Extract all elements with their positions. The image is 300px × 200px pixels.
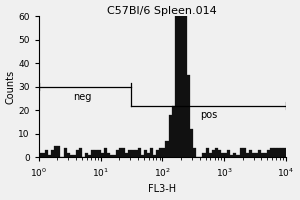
Bar — [206, 148, 209, 157]
Bar — [153, 155, 156, 157]
Bar — [283, 148, 286, 157]
Bar — [107, 153, 110, 157]
Bar — [261, 153, 264, 157]
Bar — [218, 150, 221, 157]
Bar — [110, 155, 113, 157]
Bar — [165, 141, 169, 157]
Bar — [249, 150, 252, 157]
Bar — [91, 150, 94, 157]
Bar — [227, 150, 230, 157]
Bar — [144, 150, 147, 157]
Bar — [156, 150, 159, 157]
Bar — [215, 148, 218, 157]
Bar — [209, 153, 212, 157]
Bar — [76, 150, 79, 157]
Bar — [159, 148, 162, 157]
X-axis label: FL3-H: FL3-H — [148, 184, 176, 194]
Bar — [135, 150, 138, 157]
Bar — [57, 146, 61, 157]
Bar — [39, 153, 42, 157]
Bar — [258, 150, 261, 157]
Bar — [184, 0, 187, 157]
Bar — [264, 153, 267, 157]
Bar — [277, 148, 280, 157]
Bar — [236, 155, 239, 157]
Bar — [150, 148, 153, 157]
Bar — [51, 150, 54, 157]
Bar — [169, 115, 172, 157]
Bar — [113, 155, 116, 157]
Bar — [172, 106, 175, 157]
Bar — [239, 148, 243, 157]
Bar — [131, 150, 135, 157]
Bar — [79, 148, 82, 157]
Bar — [187, 75, 190, 157]
Bar — [42, 153, 45, 157]
Bar — [122, 148, 125, 157]
Bar — [181, 0, 184, 157]
Bar — [202, 153, 206, 157]
Bar — [270, 148, 274, 157]
Bar — [125, 153, 128, 157]
Bar — [119, 148, 122, 157]
Bar — [48, 155, 51, 157]
Bar — [73, 155, 76, 157]
Bar — [274, 148, 277, 157]
Bar — [221, 153, 224, 157]
Bar — [224, 153, 227, 157]
Bar — [94, 150, 98, 157]
Bar — [267, 150, 270, 157]
Bar — [54, 146, 57, 157]
Bar — [104, 148, 107, 157]
Bar — [116, 150, 119, 157]
Bar — [175, 2, 178, 157]
Bar — [45, 150, 48, 157]
Bar — [67, 153, 70, 157]
Bar — [88, 155, 91, 157]
Bar — [178, 0, 181, 157]
Bar — [138, 148, 141, 157]
Bar — [64, 148, 67, 157]
Bar — [193, 148, 196, 157]
Bar — [255, 153, 258, 157]
Text: pos: pos — [200, 110, 217, 120]
Bar — [212, 150, 215, 157]
Bar — [280, 148, 283, 157]
Bar — [162, 148, 165, 157]
Bar — [190, 129, 193, 157]
Bar — [243, 148, 246, 157]
Bar — [147, 153, 150, 157]
Bar — [233, 153, 236, 157]
Title: C57Bl/6 Spleen.014: C57Bl/6 Spleen.014 — [107, 6, 217, 16]
Bar — [246, 153, 249, 157]
Bar — [128, 150, 131, 157]
Bar — [98, 150, 100, 157]
Bar — [230, 155, 233, 157]
Bar — [141, 155, 144, 157]
Y-axis label: Counts: Counts — [6, 70, 16, 104]
Bar — [85, 153, 88, 157]
Bar — [100, 153, 104, 157]
Bar — [252, 153, 255, 157]
Text: neg: neg — [73, 92, 91, 102]
Bar — [70, 155, 73, 157]
